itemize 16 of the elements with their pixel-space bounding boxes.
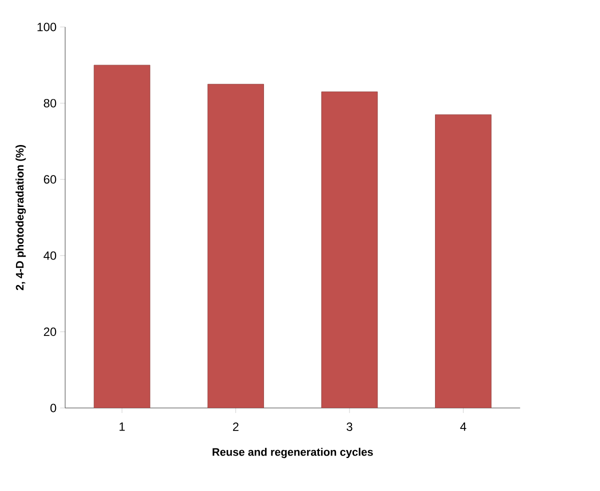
y-tick-label: 100 <box>38 22 56 32</box>
x-tick-label: 4 <box>460 422 466 431</box>
y-tick-label: 40 <box>44 251 56 260</box>
x-tick-label: 2 <box>233 422 238 431</box>
y-tick-label: 20 <box>44 328 56 336</box>
y-axis-title: 2, 4-D photodegradation (%) <box>16 144 26 290</box>
x-tick-label: 1 <box>120 422 125 431</box>
bar <box>321 92 378 408</box>
bar <box>435 114 492 408</box>
bar <box>94 64 150 408</box>
y-tick-label: 60 <box>44 175 56 184</box>
x-axis-title: Reuse and regeneration cycles <box>212 448 373 458</box>
x-tick-label: 3 <box>346 422 352 431</box>
bar <box>208 84 264 408</box>
y-tick-label: 0 <box>50 404 56 412</box>
y-tick-label: 80 <box>44 98 56 108</box>
